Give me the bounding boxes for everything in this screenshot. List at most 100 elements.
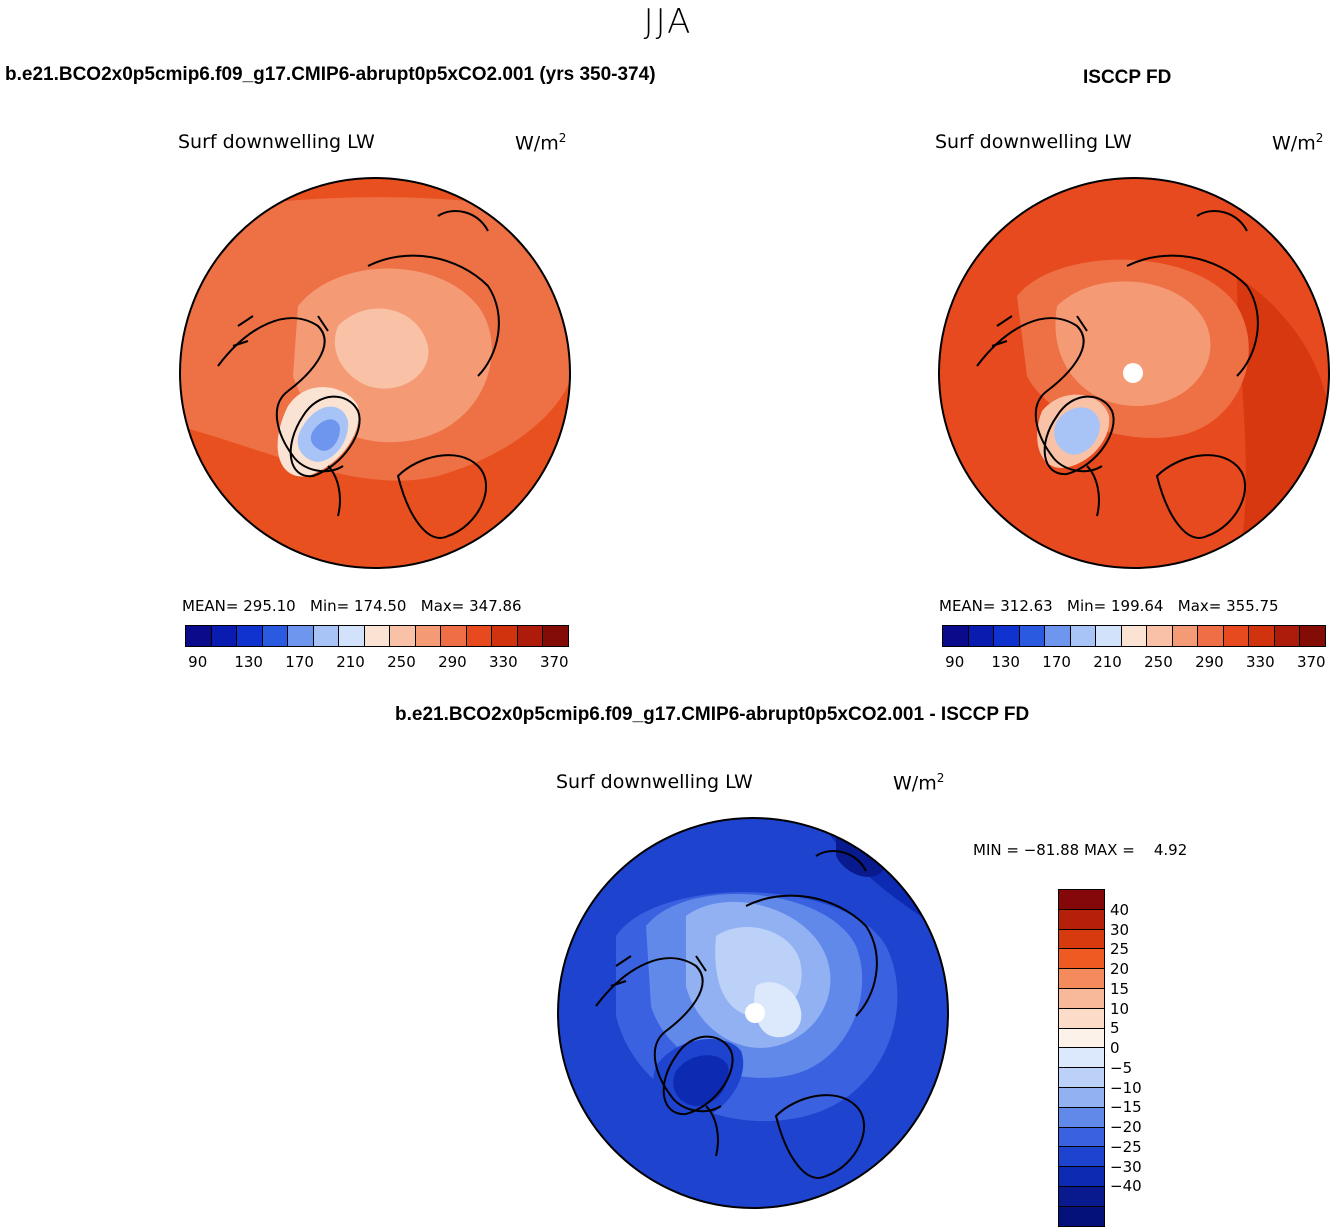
colorbar-swatch: [262, 626, 289, 646]
colorbar-swatch: [1045, 626, 1071, 646]
diff-variable-name: Surf downwelling LW: [556, 771, 753, 793]
colorbar-tick-label: −20: [1110, 1118, 1142, 1136]
colorbar-swatch: [288, 626, 314, 646]
colorbar-swatch: [1059, 988, 1104, 1009]
colorbar-tick-label: −5: [1110, 1058, 1133, 1077]
colorbar-swatch: [1059, 1008, 1104, 1029]
colorbar-swatch: [1300, 626, 1325, 646]
diff-colorbar: [1058, 889, 1105, 1227]
colorbar-tick-label: 250: [387, 653, 416, 671]
right-panel-title: ISCCP FD: [1083, 67, 1172, 88]
colorbar-tick-label: 30: [1110, 920, 1130, 939]
colorbar-swatch: [1059, 929, 1104, 950]
colorbar-swatch: [1059, 1186, 1104, 1207]
colorbar-tick-label: −40: [1110, 1177, 1142, 1196]
colorbar-swatch: [1070, 626, 1097, 646]
colorbar-tick-label: 130: [234, 653, 263, 671]
colorbar-tick-label: −25: [1110, 1137, 1142, 1156]
colorbar-swatch: [492, 626, 518, 646]
colorbar-swatch: [415, 626, 442, 646]
colorbar-tick-label: 370: [1296, 653, 1326, 671]
left-variable-name: Surf downwelling LW: [178, 131, 375, 153]
colorbar-swatch: [943, 626, 969, 646]
colorbar-swatch: [1059, 1107, 1104, 1128]
colorbar-tick-label: 210: [1093, 653, 1122, 671]
colorbar-swatch: [1059, 890, 1104, 910]
colorbar-swatch: [237, 626, 263, 646]
colorbar-tick-label: −10: [1110, 1078, 1142, 1097]
right-colorbar: [942, 625, 1326, 647]
diff-panel-title: b.e21.BCO2x0p5cmip6.f09_g17.CMIP6-abrupt…: [395, 704, 1030, 725]
colorbar-swatch: [994, 626, 1020, 646]
colorbar-tick-label: 25: [1110, 940, 1130, 959]
colorbar-swatch: [1059, 1167, 1104, 1187]
colorbar-tick-label: 170: [1042, 653, 1071, 671]
diff-stats: MIN = −81.88 MAX = 4.92: [973, 841, 1188, 859]
colorbar-swatch: [211, 626, 238, 646]
colorbar-tick-label: 330: [489, 653, 518, 671]
left-stats: MEAN= 295.10 Min= 174.50 Max= 347.86: [182, 597, 522, 615]
colorbar-swatch: [1147, 626, 1173, 646]
colorbar-tick-label: 250: [1144, 653, 1173, 671]
colorbar-swatch: [1059, 1048, 1104, 1069]
colorbar-tick-label: 130: [991, 653, 1020, 671]
colorbar-swatch: [517, 626, 544, 646]
colorbar-swatch: [339, 626, 365, 646]
colorbar-swatch: [364, 626, 391, 646]
colorbar-tick-label: 5: [1110, 1019, 1120, 1038]
colorbar-swatch: [1059, 949, 1104, 970]
right-stats: MEAN= 312.63 Min= 199.64 Max= 355.75: [939, 597, 1279, 615]
colorbar-tick-label: −15: [1110, 1098, 1142, 1117]
colorbar-tick-label: 90: [188, 653, 208, 671]
colorbar-swatch: [1096, 626, 1122, 646]
colorbar-swatch: [390, 626, 416, 646]
diff-arctic-map: [557, 817, 949, 1209]
left-colorbar-ticks: 90 130 170 210 250 290 330 370: [185, 653, 569, 673]
colorbar-tick-label: 90: [945, 653, 965, 671]
colorbar-swatch: [1249, 626, 1275, 646]
colorbar-swatch: [1059, 969, 1104, 989]
colorbar-tick-label: 40: [1110, 900, 1130, 919]
left-colorbar: [185, 625, 569, 647]
colorbar-tick-label: 170: [285, 653, 314, 671]
colorbar-swatch: [1059, 1087, 1104, 1108]
colorbar-tick-label: 210: [336, 653, 365, 671]
colorbar-swatch: [186, 626, 212, 646]
right-arctic-map: [938, 177, 1330, 569]
colorbar-swatch: [1059, 1206, 1104, 1226]
left-panel-title: b.e21.BCO2x0p5cmip6.f09_g17.CMIP6-abrupt…: [5, 64, 656, 85]
colorbar-swatch: [1059, 1068, 1104, 1088]
colorbar-swatch: [968, 626, 995, 646]
colorbar-swatch: [1019, 626, 1046, 646]
diff-units: W/m2: [893, 771, 945, 795]
colorbar-swatch: [1172, 626, 1199, 646]
colorbar-swatch: [1198, 626, 1224, 646]
season-title: JJA: [643, 2, 693, 42]
colorbar-tick-label: 15: [1110, 979, 1130, 998]
colorbar-tick-label: 10: [1110, 999, 1130, 1018]
colorbar-swatch: [1059, 1127, 1104, 1148]
colorbar-swatch: [313, 626, 340, 646]
colorbar-swatch: [1059, 1147, 1104, 1168]
right-units: W/m2: [1272, 131, 1324, 155]
diff-colorbar-ticks: 40 30 25 20 15 10 5 0 −5 −10 −15 −20 −25 −30 −40: [1110, 889, 1170, 1209]
right-colorbar-ticks: 90 130 170 210 250 290 330 370: [942, 653, 1326, 673]
left-units: W/m2: [515, 131, 567, 155]
colorbar-swatch: [1223, 626, 1250, 646]
colorbar-tick-label: 290: [438, 653, 467, 671]
colorbar-tick-label: 330: [1246, 653, 1275, 671]
colorbar-swatch: [543, 626, 568, 646]
colorbar-swatch: [441, 626, 467, 646]
left-arctic-map: [179, 177, 571, 569]
right-variable-name: Surf downwelling LW: [935, 131, 1132, 153]
colorbar-tick-label: 20: [1110, 960, 1130, 978]
colorbar-tick-label: 290: [1195, 653, 1224, 671]
colorbar-tick-label: 0: [1110, 1039, 1120, 1057]
colorbar-swatch: [1274, 626, 1301, 646]
colorbar-swatch: [1059, 909, 1104, 930]
colorbar-swatch: [466, 626, 493, 646]
colorbar-tick-label: −30: [1110, 1157, 1142, 1176]
colorbar-swatch: [1121, 626, 1148, 646]
colorbar-swatch: [1059, 1028, 1104, 1049]
colorbar-tick-label: 370: [539, 653, 569, 671]
